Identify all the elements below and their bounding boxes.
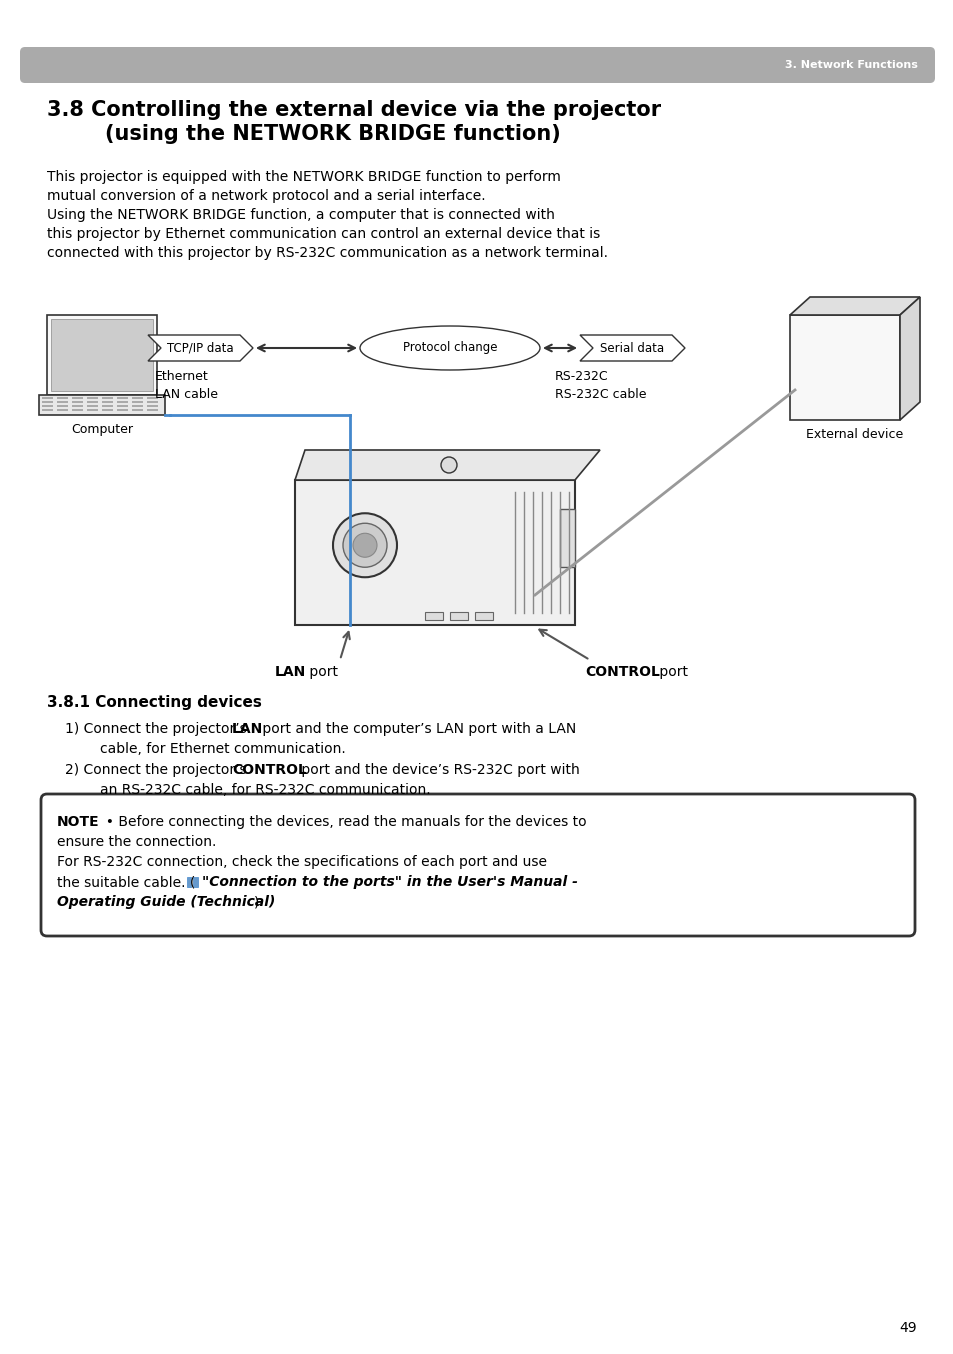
FancyBboxPatch shape [57,397,68,399]
Text: NOTE: NOTE [57,815,99,829]
FancyBboxPatch shape [132,409,143,412]
Circle shape [343,523,387,567]
FancyBboxPatch shape [147,405,158,408]
Polygon shape [899,297,919,420]
FancyBboxPatch shape [102,409,112,412]
Text: 3.8.1 Connecting devices: 3.8.1 Connecting devices [47,695,262,709]
Text: RS-232C cable: RS-232C cable [555,389,646,401]
FancyBboxPatch shape [87,401,98,403]
FancyBboxPatch shape [39,395,165,414]
FancyBboxPatch shape [132,401,143,403]
FancyBboxPatch shape [57,409,68,412]
Text: this projector by Ethernet communication can control an external device that is: this projector by Ethernet communication… [47,227,599,241]
Text: LAN cable: LAN cable [154,389,218,401]
FancyBboxPatch shape [42,409,53,412]
Polygon shape [789,297,919,315]
FancyBboxPatch shape [57,405,68,408]
Text: Using the NETWORK BRIDGE function, a computer that is connected with: Using the NETWORK BRIDGE function, a com… [47,209,555,222]
Text: Computer: Computer [71,422,132,436]
FancyBboxPatch shape [42,401,53,403]
Text: port and the computer’s LAN port with a LAN: port and the computer’s LAN port with a … [257,722,576,737]
Text: LAN: LAN [274,665,306,678]
FancyBboxPatch shape [87,397,98,399]
FancyBboxPatch shape [71,401,83,403]
Text: External device: External device [805,428,902,441]
Text: Protocol change: Protocol change [402,341,497,355]
FancyBboxPatch shape [71,397,83,399]
FancyBboxPatch shape [102,397,112,399]
FancyBboxPatch shape [20,47,934,83]
Text: port: port [655,665,687,678]
Text: • Before connecting the devices, read the manuals for the devices to: • Before connecting the devices, read th… [97,815,586,829]
FancyBboxPatch shape [117,405,128,408]
FancyBboxPatch shape [117,401,128,403]
Text: Serial data: Serial data [599,341,664,355]
Text: 49: 49 [899,1322,916,1335]
FancyBboxPatch shape [424,612,442,620]
Text: the suitable cable. (: the suitable cable. ( [57,875,195,890]
Text: an RS-232C cable, for RS-232C communication.: an RS-232C cable, for RS-232C communicat… [100,783,430,798]
FancyBboxPatch shape [450,612,468,620]
FancyBboxPatch shape [71,409,83,412]
Text: Ethernet: Ethernet [154,370,209,383]
FancyBboxPatch shape [87,409,98,412]
FancyBboxPatch shape [42,405,53,408]
FancyBboxPatch shape [51,320,152,391]
FancyBboxPatch shape [102,405,112,408]
Text: mutual conversion of a network protocol and a serial interface.: mutual conversion of a network protocol … [47,190,485,203]
FancyBboxPatch shape [789,315,899,420]
Text: 3.8 Controlling the external device via the projector: 3.8 Controlling the external device via … [47,100,660,121]
FancyBboxPatch shape [117,409,128,412]
Text: ensure the connection.: ensure the connection. [57,835,216,849]
Text: CONTROL: CONTROL [584,665,659,678]
FancyBboxPatch shape [147,401,158,403]
Ellipse shape [359,326,539,370]
FancyBboxPatch shape [187,877,198,887]
Text: LAN: LAN [232,722,263,737]
FancyBboxPatch shape [102,401,112,403]
FancyBboxPatch shape [132,397,143,399]
FancyBboxPatch shape [132,405,143,408]
Text: port and the device’s RS-232C port with: port and the device’s RS-232C port with [296,764,579,777]
Circle shape [353,533,376,558]
FancyBboxPatch shape [294,481,575,626]
Text: ): ) [253,895,259,909]
FancyBboxPatch shape [147,397,158,399]
Circle shape [333,513,396,577]
FancyBboxPatch shape [147,409,158,412]
Text: 3. Network Functions: 3. Network Functions [784,60,917,70]
Text: "Connection to the ports" in the User's Manual -: "Connection to the ports" in the User's … [202,875,578,890]
Text: connected with this projector by RS-232C communication as a network terminal.: connected with this projector by RS-232C… [47,246,607,260]
Polygon shape [294,450,599,481]
Text: 2) Connect the projector’s: 2) Connect the projector’s [65,764,251,777]
FancyBboxPatch shape [47,315,157,395]
Text: CONTROL: CONTROL [232,764,307,777]
Circle shape [440,458,456,473]
Text: 1) Connect the projector’s: 1) Connect the projector’s [65,722,251,737]
Polygon shape [579,334,684,362]
Text: cable, for Ethernet communication.: cable, for Ethernet communication. [100,742,345,756]
Text: (using the NETWORK BRIDGE function): (using the NETWORK BRIDGE function) [47,125,560,144]
FancyBboxPatch shape [71,405,83,408]
FancyBboxPatch shape [117,397,128,399]
Text: TCP/IP data: TCP/IP data [167,341,233,355]
FancyBboxPatch shape [42,397,53,399]
FancyBboxPatch shape [87,405,98,408]
Text: RS-232C: RS-232C [555,370,608,383]
FancyBboxPatch shape [559,509,575,567]
Text: Operating Guide (Technical): Operating Guide (Technical) [57,895,275,909]
Text: port: port [305,665,337,678]
Text: For RS-232C connection, check the specifications of each port and use: For RS-232C connection, check the specif… [57,854,546,869]
FancyBboxPatch shape [475,612,493,620]
FancyBboxPatch shape [57,401,68,403]
Polygon shape [148,334,253,362]
FancyBboxPatch shape [41,793,914,936]
Text: This projector is equipped with the NETWORK BRIDGE function to perform: This projector is equipped with the NETW… [47,171,560,184]
